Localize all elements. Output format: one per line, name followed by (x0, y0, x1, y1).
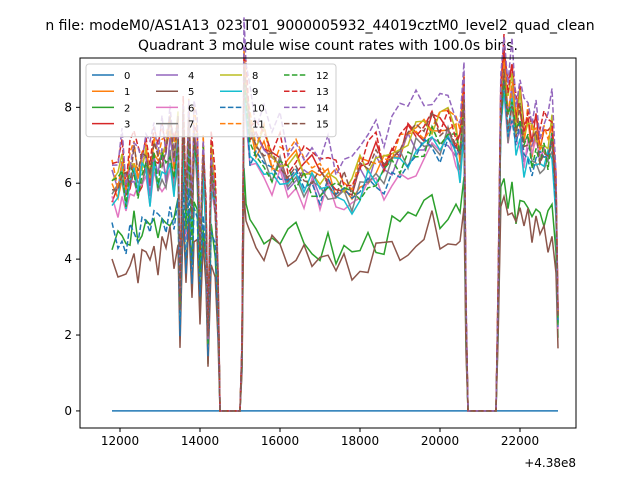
legend-box (85, 63, 337, 138)
axes-frame (79, 57, 577, 429)
y-tick-label: 4 (64, 252, 72, 266)
legend-label: 4 (188, 71, 194, 82)
series-line-10 (111, 74, 559, 412)
legend-label: 11 (252, 120, 265, 131)
x-tick-label: 16000 (261, 434, 299, 448)
x-tick-label: 14000 (181, 434, 219, 448)
legend-label: 1 (124, 87, 130, 98)
legend-label: 8 (252, 71, 258, 82)
legend-label: 0 (124, 71, 130, 82)
series-line-2 (111, 167, 559, 412)
x-tick-label: 22000 (501, 434, 539, 448)
legend-label: 7 (188, 120, 194, 131)
y-tick-label: 8 (64, 100, 72, 114)
legend-label: 6 (188, 103, 194, 114)
legend-label: 5 (188, 87, 194, 98)
legend-label: 10 (252, 103, 265, 114)
y-tick-label: 0 (64, 404, 72, 418)
series-line-5 (111, 193, 559, 412)
x-axis: 12000 14000 16000 18000 20000 22000 (101, 428, 539, 448)
legend-label: 3 (124, 120, 130, 131)
legend-label: 15 (316, 120, 329, 131)
x-tick-label: 20000 (421, 434, 459, 448)
y-tick-label: 6 (64, 176, 72, 190)
figure-suptitle: n file: modeM0/AS1A13_023T01_9000005932_… (45, 18, 594, 34)
legend-label: 12 (316, 71, 329, 82)
x-tick-label: 12000 (101, 434, 139, 448)
legend-label: 13 (316, 87, 329, 98)
chart-title: Quadrant 3 module wise count rates with … (138, 38, 518, 54)
legend-label: 9 (252, 87, 258, 98)
x-offset-text: +4.38e8 (524, 456, 576, 470)
y-tick-label: 2 (64, 328, 72, 342)
legend-label: 2 (124, 103, 130, 114)
x-tick-label: 18000 (341, 434, 379, 448)
y-axis: 0 2 4 6 8 (64, 100, 80, 418)
legend-label: 14 (316, 103, 329, 114)
